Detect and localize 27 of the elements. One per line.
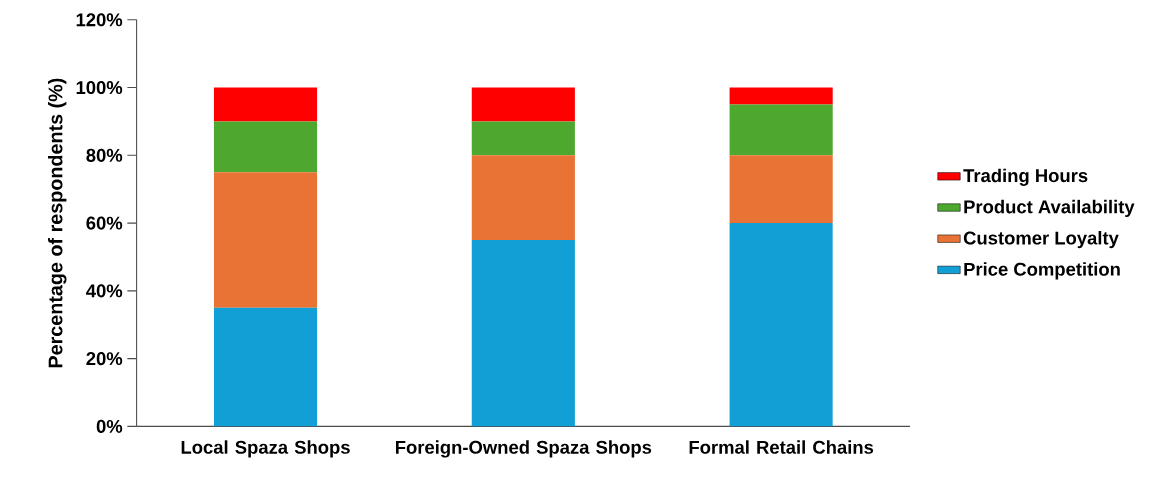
y-tick-label: 40% — [86, 284, 123, 298]
bar — [729, 87, 833, 105]
bar — [213, 172, 318, 308]
bar — [729, 104, 833, 156]
y-tick-label: 20% — [86, 352, 123, 366]
x-tick-label: Foreign-Owned Spaza Shops — [395, 440, 652, 458]
y-tick-label: 0% — [96, 419, 123, 434]
y-tick-label: 100% — [76, 81, 123, 95]
bar — [213, 307, 318, 427]
y-axis-title: Percentage of respondents (%) — [47, 78, 67, 368]
bar — [471, 155, 575, 241]
x-tick-label: Local Spaza Shops — [181, 440, 350, 458]
bar — [729, 155, 833, 224]
bar — [213, 87, 318, 122]
y-tick-label: 80% — [86, 148, 123, 162]
bar — [213, 121, 318, 173]
legend-label: Price Competition — [964, 262, 1120, 280]
x-tick-label: Formal Retail Chains — [689, 440, 874, 454]
legend-label: Product Availability — [964, 199, 1135, 218]
bar — [729, 223, 833, 427]
legend-label: Trading Hours — [963, 168, 1088, 187]
bar — [471, 121, 575, 156]
y-tick-label: 120% — [76, 13, 123, 27]
y-tick-label: 60% — [86, 216, 123, 230]
bar — [471, 87, 575, 122]
bar — [471, 240, 575, 427]
legend-label: Customer Loyalty — [963, 231, 1119, 249]
